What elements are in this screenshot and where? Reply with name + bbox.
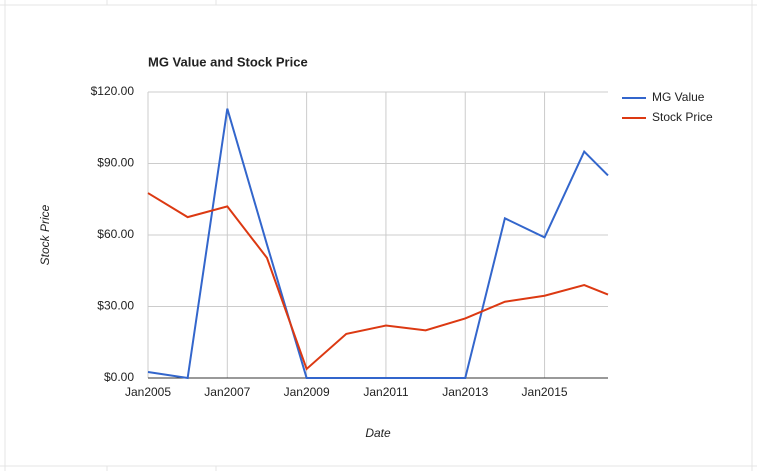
x-tick-label: Jan2007	[204, 385, 250, 399]
y-tick-label: $60.00	[97, 227, 134, 241]
x-tick-label: Jan2011	[363, 385, 408, 399]
x-tick-label: Jan2009	[284, 385, 330, 399]
y-axis-title: Stock Price	[38, 204, 52, 265]
series-line	[147, 192, 609, 371]
y-tick-label: $90.00	[97, 156, 134, 170]
chart-title: MG Value and Stock Price	[148, 54, 308, 69]
y-tick-label: $120.00	[91, 84, 135, 98]
x-tick-label: Jan2013	[442, 385, 488, 399]
x-tick-label: Jan2005	[125, 385, 171, 399]
y-tick-label: $30.00	[97, 299, 134, 313]
y-tick-label: $0.00	[104, 370, 134, 384]
x-axis-title: Date	[365, 426, 391, 440]
series-line	[147, 108, 609, 380]
legend-label: MG Value	[652, 90, 705, 104]
legend-label: Stock Price	[652, 110, 713, 124]
x-tick-label: Jan2015	[522, 385, 568, 399]
